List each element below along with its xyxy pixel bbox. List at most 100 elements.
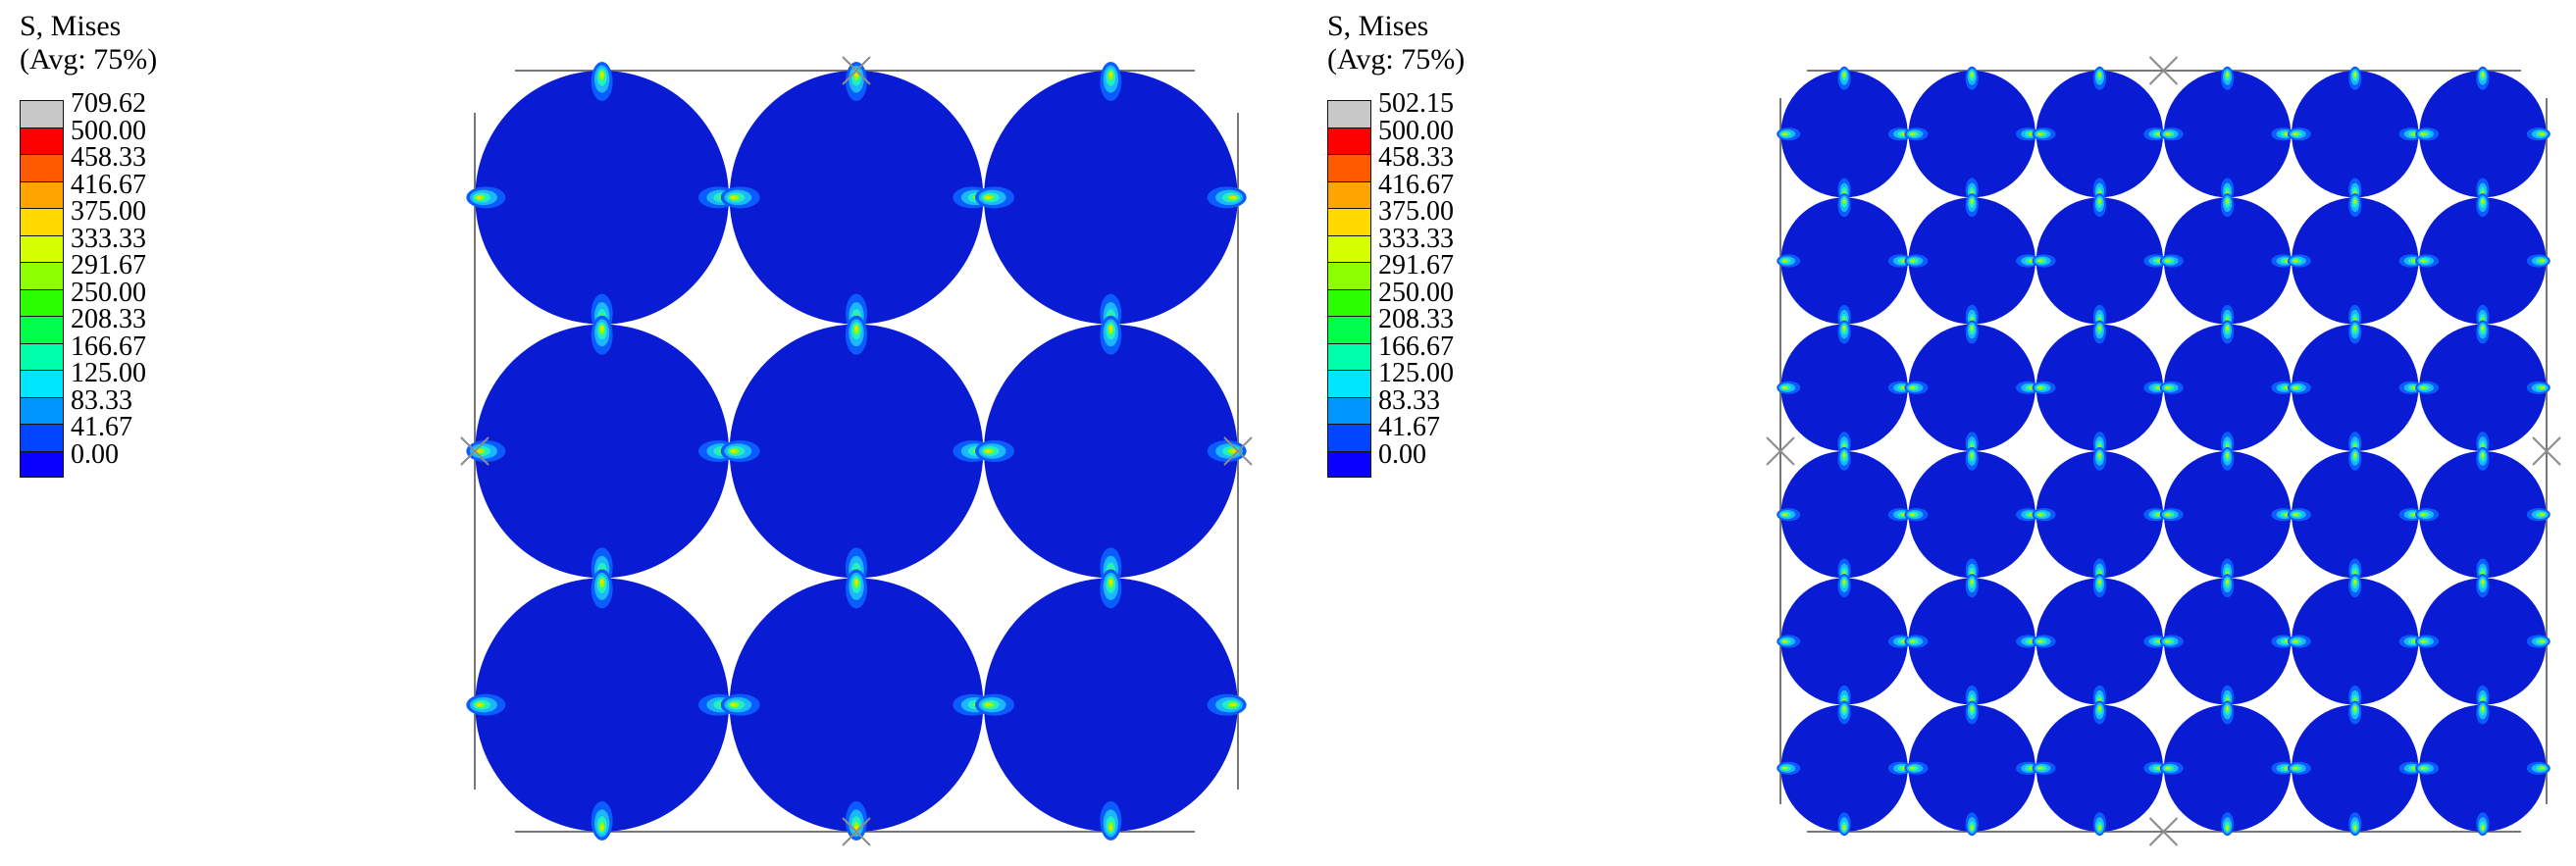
stress-hotspot xyxy=(1971,580,1974,584)
stress-hotspot xyxy=(2353,826,2356,830)
legend-value-label: 166.67 xyxy=(71,331,146,362)
particle-circle xyxy=(2292,578,2419,705)
particle-circle xyxy=(2163,451,2292,579)
boundary-x-marker xyxy=(460,436,489,466)
stress-hotspot xyxy=(1910,767,1914,770)
legend-value-label: 83.33 xyxy=(1378,384,1440,416)
stress-hotspot xyxy=(731,703,737,706)
stress-hotspot xyxy=(2226,326,2229,330)
legend-value-label: 502.15 xyxy=(1378,88,1454,119)
legend-value-label: 375.00 xyxy=(71,196,146,227)
particle-circle xyxy=(2419,71,2547,198)
stress-hotspot xyxy=(1782,386,1786,389)
stress-hotspot xyxy=(731,196,737,199)
stress-hotspot xyxy=(600,825,603,831)
stress-hotspot xyxy=(1971,326,1974,330)
particle-circle xyxy=(729,71,984,325)
particle-circle xyxy=(2419,197,2547,325)
particle-circle xyxy=(2035,704,2164,832)
stress-hotspot xyxy=(476,196,482,199)
stress-hotspot xyxy=(2226,199,2229,203)
stress-hotspot xyxy=(985,196,991,199)
left-legend: S, Mises (Avg: 75%) 709.62 500.00 458.33 41… xyxy=(20,10,157,478)
stress-hotspot xyxy=(2098,826,2101,830)
stress-hotspot xyxy=(2541,513,2545,516)
stress-hotspot xyxy=(2037,132,2041,135)
particle-circle xyxy=(2292,197,2419,325)
legend-swatch xyxy=(20,424,64,451)
stress-hotspot xyxy=(1843,453,1845,457)
stress-hotspot xyxy=(2293,386,2297,389)
stress-hotspot xyxy=(2353,73,2356,76)
stress-hotspot xyxy=(1782,513,1786,516)
legend-value-label: 291.67 xyxy=(71,250,146,280)
stress-hotspot xyxy=(600,72,603,77)
legend-value-label: 333.33 xyxy=(71,223,146,254)
boundary-x-marker xyxy=(1223,436,1253,466)
stress-hotspot xyxy=(1910,386,1914,389)
particle-circle xyxy=(2163,324,2292,451)
stress-hotspot xyxy=(1843,580,1845,584)
stress-hotspot xyxy=(985,703,991,706)
legend-swatch xyxy=(1327,316,1371,343)
particle-circle xyxy=(1780,197,1908,325)
legend-swatch xyxy=(20,208,64,235)
particle-circle xyxy=(729,578,984,832)
legend-value-label: 83.33 xyxy=(71,384,132,416)
particle-circle xyxy=(2292,71,2419,198)
stress-hotspot xyxy=(2482,826,2484,830)
legend-swatch xyxy=(1327,396,1371,424)
particle-circle xyxy=(729,324,984,579)
stress-hotspot xyxy=(854,579,858,585)
particle-circle xyxy=(2163,578,2292,705)
stress-hotspot xyxy=(1843,199,1845,203)
particle-circle xyxy=(1780,71,1908,198)
stress-hotspot xyxy=(2293,640,2297,642)
right-legend-title-line2: (Avg: 75%) xyxy=(1327,43,1466,76)
stress-hotspot xyxy=(2226,453,2229,457)
legend-swatch xyxy=(1327,424,1371,451)
particle-circle xyxy=(2163,197,2292,325)
particle-circle xyxy=(1780,704,1908,832)
particle-circle xyxy=(1908,704,2035,832)
legend-swatch xyxy=(1327,208,1371,235)
stress-hotspot xyxy=(1971,826,1974,830)
stress-hotspot xyxy=(1971,706,1974,710)
stress-hotspot xyxy=(2541,767,2545,770)
legend-value-label: 250.00 xyxy=(1378,277,1454,308)
stress-hotspot xyxy=(600,326,603,331)
particle-circle xyxy=(984,324,1238,579)
stress-hotspot xyxy=(2293,513,2297,516)
stress-hotspot xyxy=(2421,640,2425,642)
stress-hotspot xyxy=(1910,640,1914,642)
stress-hotspot xyxy=(1971,199,1974,203)
particle-circle xyxy=(1908,324,2035,451)
legend-value-label: 709.62 xyxy=(71,88,146,119)
stress-hotspot xyxy=(2482,326,2484,330)
stress-hotspot xyxy=(2421,386,2425,389)
particle-circle xyxy=(2163,71,2292,198)
stress-hotspot xyxy=(2421,260,2425,262)
stress-hotspot xyxy=(2293,132,2297,135)
stress-hotspot xyxy=(1231,196,1237,199)
legend-swatch xyxy=(20,288,64,316)
legend-swatch xyxy=(1327,370,1371,397)
stress-hotspot xyxy=(1910,260,1914,262)
particle-circle xyxy=(2292,704,2419,832)
stress-hotspot xyxy=(1971,453,1974,457)
stress-hotspot xyxy=(2353,199,2356,203)
legend-value-label: 458.33 xyxy=(71,142,146,173)
stress-hotspot xyxy=(985,449,991,453)
stress-hotspot xyxy=(2037,767,2041,770)
legend-value-label: 0.00 xyxy=(71,438,119,470)
stress-hotspot xyxy=(2166,132,2169,135)
stress-hotspot xyxy=(1109,825,1112,831)
particle-circle xyxy=(1780,324,1908,451)
stress-hotspot xyxy=(1231,703,1237,706)
particle-circle xyxy=(475,578,729,832)
legend-value-label: 416.67 xyxy=(1378,169,1454,200)
stress-hotspot xyxy=(2353,580,2356,584)
boundary-x-marker xyxy=(842,817,871,846)
stress-hotspot xyxy=(1109,579,1112,585)
stress-hotspot xyxy=(2482,580,2484,584)
